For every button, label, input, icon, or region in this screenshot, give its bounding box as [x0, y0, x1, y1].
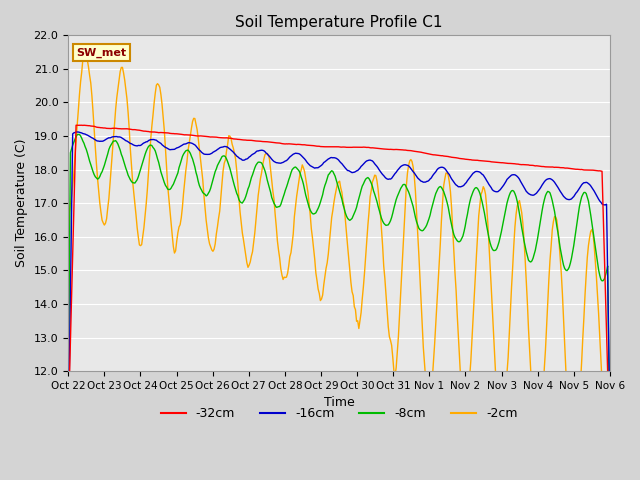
- Title: Soil Temperature Profile C1: Soil Temperature Profile C1: [236, 15, 443, 30]
- Text: SW_met: SW_met: [76, 48, 127, 58]
- X-axis label: Time: Time: [324, 396, 355, 409]
- Y-axis label: Soil Temperature (C): Soil Temperature (C): [15, 139, 28, 267]
- Legend: -32cm, -16cm, -8cm, -2cm: -32cm, -16cm, -8cm, -2cm: [156, 402, 522, 425]
